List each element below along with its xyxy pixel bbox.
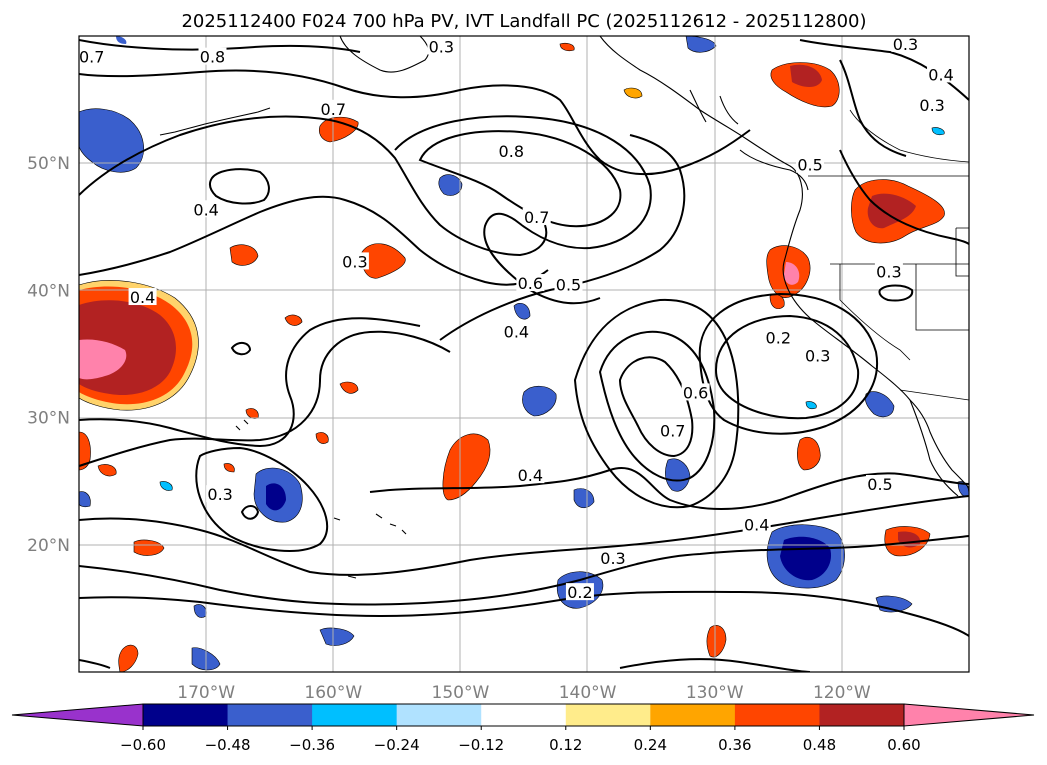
lat-tick-label: 50°N [27, 154, 70, 174]
contour-label-bg [192, 200, 221, 218]
negative-anomaly-region [79, 36, 969, 671]
contour-label-bg [319, 99, 348, 117]
lat-tick-label: 40°N [27, 281, 70, 301]
positive-anomaly-region [79, 42, 945, 672]
colorbar-tick-label: −0.12 [458, 736, 504, 754]
colorbar-segment [565, 704, 651, 726]
contour-label: 0.3 [600, 549, 625, 568]
contour-label-bg [891, 36, 920, 52]
colorbar-tick-label: −0.36 [289, 736, 335, 754]
contour-label-bg [502, 322, 531, 340]
contour-label-bg [796, 155, 825, 173]
contour-label-bg [565, 583, 594, 601]
contour-label-bg [866, 475, 894, 493]
figure-title: 2025112400 F024 700 hPa PV, IVT Landfall… [181, 11, 866, 32]
contour-label: 0.3 [805, 347, 830, 366]
coastlines [159, 36, 969, 579]
contour-label: 0.7 [660, 422, 685, 441]
lat-tick-label: 30°N [27, 409, 70, 429]
contour-label: 0.3 [876, 263, 901, 282]
contour-label: 0.3 [342, 252, 367, 271]
colorbar-segment [312, 704, 398, 726]
colorbar-tick-label: 0.12 [549, 736, 582, 754]
contour-label: 0.7 [79, 48, 104, 67]
contour-label: 0.2 [567, 583, 592, 602]
contour-label: 0.3 [429, 37, 454, 56]
contour-label-bg [554, 275, 583, 293]
contour-label-bg [681, 383, 710, 401]
pc-shading [79, 36, 969, 672]
colorbar-tick-label: 0.60 [887, 736, 920, 754]
contour-label: 0.7 [321, 100, 346, 119]
contour-label-bg [658, 421, 687, 439]
contour-label-bg [516, 274, 545, 292]
positive-anomaly-region [79, 280, 199, 411]
contour-label: 0.4 [744, 516, 769, 535]
contour-label-bg [918, 95, 947, 113]
map-panel: 0.7 0.8 0.3 0.3 0.4 0.3 0.7 0.8 0.5 0.4 0.7 0.3 0.3 0… [78, 35, 970, 673]
contour-label: 0.4 [928, 65, 953, 84]
colorbar-tick-label: 0.48 [803, 736, 836, 754]
contour-label-bg [874, 262, 903, 280]
contour-label: 0.3 [919, 96, 944, 115]
colorbar-segment [819, 704, 905, 726]
lon-tick-label: 130°W [686, 683, 744, 703]
colorbar-tick-label: −0.48 [205, 736, 251, 754]
contour-label-bg [599, 548, 627, 566]
lon-tick-label: 170°W [177, 683, 235, 703]
contour-label: 0.5 [556, 275, 581, 294]
colorbar-segment [650, 704, 736, 726]
colorbar-frame [142, 703, 905, 727]
contour-label-bg [497, 141, 526, 159]
contour-label-bg [206, 485, 235, 503]
contour-label-bg [927, 65, 956, 83]
latitude-labels: 20°N 30°N 40°N 50°N [27, 154, 70, 556]
contour-labels: 0.7 0.8 0.3 0.3 0.4 0.3 0.7 0.8 0.5 0.4 0.7 0.3 0.3 0… [79, 35, 956, 602]
contour-label-bg [340, 252, 369, 270]
contour-label: 0.8 [499, 142, 524, 161]
contour-label-bg [742, 515, 771, 533]
contour-label: 0.2 [766, 329, 791, 348]
colorbar-segment [481, 704, 567, 726]
map-frame [78, 35, 970, 673]
contour-label: 0.5 [867, 475, 892, 494]
colorbar-tick-label: 0.24 [634, 736, 667, 754]
colorbar-segment [396, 704, 482, 726]
colorbar-extend-high [903, 703, 1035, 727]
contour-label-bg [427, 37, 456, 55]
colorbar-tick-label: 0.36 [718, 736, 751, 754]
contour-label-bg [803, 346, 832, 364]
contour-label-bg [764, 328, 793, 346]
contour-label: 0.7 [524, 208, 549, 227]
contour-label: 0.4 [504, 322, 529, 341]
contour-label-bg [198, 47, 227, 65]
lon-tick-label: 140°W [559, 683, 617, 703]
contour-label-bg [516, 466, 545, 484]
colorbar-segment [143, 704, 229, 726]
contour-label: 0.6 [518, 274, 543, 293]
colorbar-segment [734, 704, 820, 726]
lon-tick-label: 160°W [304, 683, 362, 703]
colorbar-tick-label: −0.24 [374, 736, 420, 754]
contour-label: 0.5 [797, 156, 822, 175]
contour-label: 0.8 [200, 48, 225, 67]
contour-label: 0.3 [893, 35, 918, 54]
contour-label: 0.4 [130, 288, 155, 307]
contour-label-bg [522, 207, 551, 225]
colorbar-extend-low [11, 703, 144, 727]
contour-label-bg [128, 288, 157, 306]
colorbar-tick-label: −0.60 [120, 736, 166, 754]
contour-label: 0.4 [518, 466, 543, 485]
colorbar: −0.60 −0.48 −0.36 −0.24 −0.12 0.12 0.24 0.36 0.4… [11, 703, 1035, 754]
contour-label: 0.6 [683, 383, 708, 402]
lon-tick-label: 120°W [813, 683, 871, 703]
lon-tick-label: 150°W [432, 683, 490, 703]
longitude-labels: 170°W 160°W 150°W 140°W 130°W 120°W [177, 683, 871, 703]
contour-label: 0.3 [207, 485, 232, 504]
contour-label: 0.4 [193, 200, 218, 219]
lat-tick-label: 20°N [27, 536, 70, 556]
colorbar-segment [227, 704, 313, 726]
contour-label-bg [79, 47, 106, 65]
